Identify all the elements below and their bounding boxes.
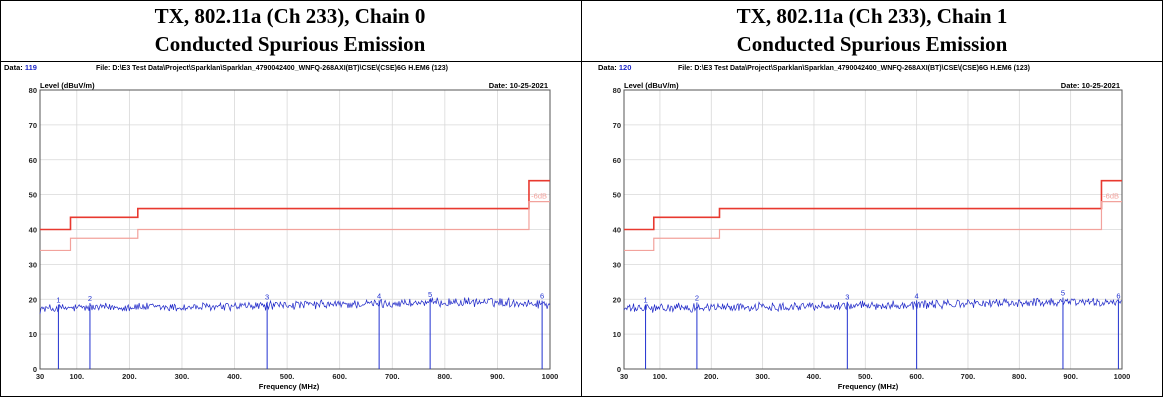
y-tick-label: 20: [613, 295, 621, 304]
marker-label: 3: [265, 293, 269, 302]
plot-area: 0 10 20 30 40 50 60 70 80 30 100. 200. 300. 400. 500. 6…: [613, 86, 1131, 381]
limit-line: [624, 179, 1122, 231]
x-tick-label: 600.: [909, 372, 924, 381]
y-tick-label: 70: [29, 121, 37, 130]
x-tick-label: 1000: [1114, 372, 1131, 381]
svg-text:Data: 119: Data: 119: [4, 63, 37, 72]
marker-label: 1: [643, 296, 647, 305]
column-divider: [581, 0, 582, 397]
marker-label: 4: [915, 291, 919, 300]
x-tick-label: 900.: [1063, 372, 1078, 381]
marker-label: 6: [1116, 291, 1120, 300]
x-axis-label: Frequency (MHz): [259, 382, 320, 391]
limit-margin-label: -6dB: [531, 192, 547, 201]
date-label: Date: 10-25-2021: [1061, 81, 1120, 90]
x-tick-label: 700.: [385, 372, 400, 381]
x-tick-label: 200.: [122, 372, 137, 381]
marker-label: 1: [56, 296, 60, 305]
x-tick-label: 100.: [69, 372, 84, 381]
title-chain0: TX, 802.11a (Ch 233), Chain 0 Conducted …: [0, 2, 580, 58]
title-chain0-line1: TX, 802.11a (Ch 233), Chain 0: [154, 4, 426, 28]
data-label: Data:: [598, 63, 617, 72]
plot-area: 0 10 20 30 40 50 60 70 80 30 100. 200. 300. 400. 500. 6…: [29, 86, 559, 381]
svg-text:Data: 120: Data: 120: [598, 63, 631, 72]
x-tick-label: 500.: [858, 372, 873, 381]
x-tick-label: 800.: [438, 372, 453, 381]
limit-margin-line: [40, 201, 550, 252]
y-tick-label: 80: [29, 86, 37, 95]
file-path: File: D:\E3 Test Data\Project\Sparklan\S…: [678, 65, 1030, 72]
y-tick-label: 50: [613, 191, 621, 200]
y-axis-label: Level (dBuV/m): [40, 81, 95, 90]
marker-label: 2: [695, 293, 699, 302]
emission-trace: [39, 297, 551, 315]
file-path: File: D:\E3 Test Data\Project\Sparklan\S…: [96, 65, 448, 72]
chart-chain1: Data: 120 File: D:\E3 Test Data\Project\…: [598, 63, 1131, 391]
marker-label: 5: [428, 290, 432, 299]
y-tick-label: 0: [617, 365, 621, 374]
marker-label: 5: [1061, 289, 1065, 298]
limit-margin-line: [624, 201, 1122, 252]
y-tick-label: 10: [29, 330, 37, 339]
y-tick-label: 60: [613, 156, 621, 165]
y-tick-label: 30: [613, 260, 621, 269]
x-tick-label: 100.: [653, 372, 668, 381]
data-number: 120: [619, 63, 632, 72]
limit-margin-label: -6dB: [1103, 192, 1119, 201]
x-tick-label: 200.: [704, 372, 719, 381]
x-tick-label: 700.: [961, 372, 976, 381]
marker-label: 3: [845, 293, 849, 302]
y-tick-label: 40: [29, 226, 37, 235]
emission-trace: [623, 297, 1123, 313]
y-tick-label: 0: [33, 365, 37, 374]
title-chain1: TX, 802.11a (Ch 233), Chain 1 Conducted …: [582, 2, 1162, 58]
limit-line: [40, 179, 550, 231]
x-axis-label: Frequency (MHz): [838, 382, 899, 391]
y-tick-label: 20: [29, 295, 37, 304]
x-tick-label: 600.: [332, 372, 347, 381]
y-tick-label: 80: [613, 86, 621, 95]
y-tick-label: 30: [29, 260, 37, 269]
row-divider: [0, 61, 1163, 62]
x-tick-label: 900.: [490, 372, 505, 381]
x-tick-label: 500.: [280, 372, 295, 381]
y-tick-label: 50: [29, 191, 37, 200]
marker-label: 6: [540, 292, 544, 301]
marker-label: 2: [88, 294, 92, 303]
x-tick-label: 300.: [175, 372, 190, 381]
x-tick-label: 800.: [1012, 372, 1027, 381]
y-tick-label: 70: [613, 121, 621, 130]
title-chain0-line2: Conducted Spurious Emission: [154, 32, 426, 56]
x-tick-label: 300.: [755, 372, 770, 381]
y-tick-label: 40: [613, 226, 621, 235]
y-axis-label: Level (dBuV/m): [624, 81, 679, 90]
data-label: Data:: [4, 63, 23, 72]
x-tick-label: 1000: [542, 372, 559, 381]
data-number: 119: [25, 63, 37, 72]
x-tick-label: 400.: [807, 372, 822, 381]
date-label: Date: 10-25-2021: [489, 81, 548, 90]
title-chain1-line2: Conducted Spurious Emission: [736, 32, 1008, 56]
x-tick-label: 30: [36, 372, 44, 381]
x-tick-label: 400.: [227, 372, 242, 381]
chart-panel-chain0: Data: 119 File: D:\E3 Test Data\Project\…: [0, 62, 580, 396]
chart-panel-chain1: Data: 120 File: D:\E3 Test Data\Project\…: [582, 62, 1162, 396]
y-tick-label: 60: [29, 156, 37, 165]
title-chain1-line1: TX, 802.11a (Ch 233), Chain 1: [736, 4, 1008, 28]
chart-chain0: Data: 119 File: D:\E3 Test Data\Project\…: [4, 63, 559, 391]
y-tick-label: 10: [613, 330, 621, 339]
x-tick-label: 30: [620, 372, 628, 381]
marker-label: 4: [377, 291, 381, 300]
